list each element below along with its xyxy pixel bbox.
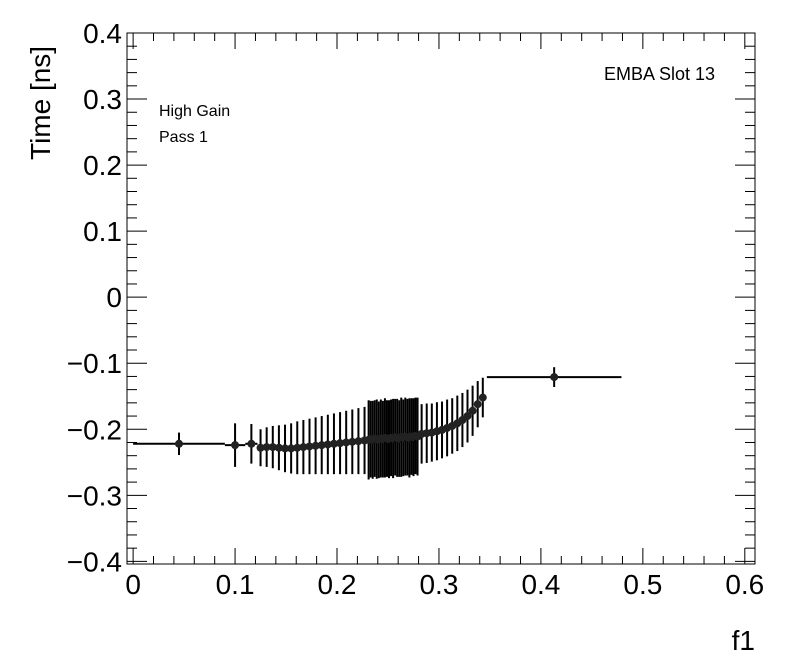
- data-point: [305, 418, 314, 475]
- marker: [311, 441, 320, 450]
- marker: [305, 442, 314, 451]
- data-point: [336, 412, 345, 475]
- data-point: [473, 381, 482, 428]
- data-point: [293, 421, 302, 475]
- data-point: [317, 416, 326, 475]
- marker: [274, 443, 283, 452]
- y-tick-labels: −0.4 −0.3 −0.2 −0.1 0 0.1 0.2 0.3 0.4: [67, 18, 122, 577]
- y-tick-label: −0.2: [67, 414, 122, 445]
- x-tick-label: 0.1: [216, 569, 255, 600]
- y-tick-label: 0.4: [83, 18, 122, 49]
- marker: [329, 439, 338, 448]
- marker: [299, 443, 308, 452]
- marker: [348, 437, 357, 446]
- data-point: [224, 423, 246, 467]
- marker: [268, 443, 277, 452]
- y-tick-label: −0.4: [67, 546, 122, 577]
- x-tick-label: 0: [125, 569, 141, 600]
- data-point: [245, 423, 258, 464]
- data-point: [453, 395, 462, 452]
- marker: [174, 439, 183, 448]
- data-point: [458, 392, 467, 448]
- y-tick-label: 0.3: [83, 84, 122, 115]
- y-tick-label: −0.3: [67, 480, 122, 511]
- marker: [256, 443, 265, 452]
- data-point: [323, 414, 332, 475]
- x-tick-label: 0.2: [318, 569, 357, 600]
- data-points: [133, 367, 622, 480]
- marker: [342, 438, 351, 447]
- data-point: [133, 432, 225, 456]
- data-point: [463, 389, 472, 443]
- marker: [354, 437, 363, 446]
- marker: [478, 393, 487, 402]
- slot-label: EMBA Slot 13: [604, 64, 715, 84]
- data-point: [468, 385, 477, 436]
- y-tick-label: 0.1: [83, 216, 122, 247]
- marker: [281, 444, 290, 453]
- data-point: [268, 425, 277, 469]
- data-point: [486, 367, 622, 387]
- data-point: [256, 429, 265, 467]
- data-point: [311, 417, 320, 475]
- axis-ticks: [127, 32, 755, 564]
- data-point: [354, 408, 363, 475]
- marker: [336, 439, 345, 448]
- pass-label: Pass 1: [159, 129, 208, 146]
- marker: [468, 406, 477, 415]
- marker: [463, 412, 472, 421]
- marker: [317, 441, 326, 450]
- data-point: [342, 410, 351, 475]
- marker: [287, 444, 296, 453]
- x-axis-label: f1: [732, 625, 755, 656]
- marker: [262, 443, 271, 452]
- data-point: [348, 409, 357, 475]
- plot-frame: [126, 32, 756, 565]
- marker: [247, 439, 256, 448]
- y-axis-label: Time [ns]: [25, 46, 56, 160]
- gain-label: High Gain: [159, 103, 230, 120]
- x-tick-label: 0.5: [623, 569, 662, 600]
- marker: [231, 441, 240, 450]
- data-point: [281, 424, 290, 473]
- y-tick-label: 0: [106, 282, 122, 313]
- data-point: [274, 425, 283, 471]
- x-tick-label: 0.6: [725, 569, 764, 600]
- marker: [550, 373, 559, 382]
- data-point: [287, 423, 296, 474]
- y-tick-label: 0.2: [83, 150, 122, 181]
- y-tick-label: −0.1: [67, 348, 122, 379]
- marker: [473, 400, 482, 409]
- data-point: [329, 413, 338, 475]
- data-point: [478, 377, 487, 418]
- x-tick-labels: 0 0.1 0.2 0.3 0.4 0.5 0.6: [125, 569, 764, 600]
- marker: [323, 440, 332, 449]
- marker: [293, 443, 302, 452]
- data-point: [262, 427, 271, 467]
- data-point: [299, 420, 308, 475]
- x-tick-label: 0.3: [419, 569, 458, 600]
- x-tick-label: 0.4: [521, 569, 560, 600]
